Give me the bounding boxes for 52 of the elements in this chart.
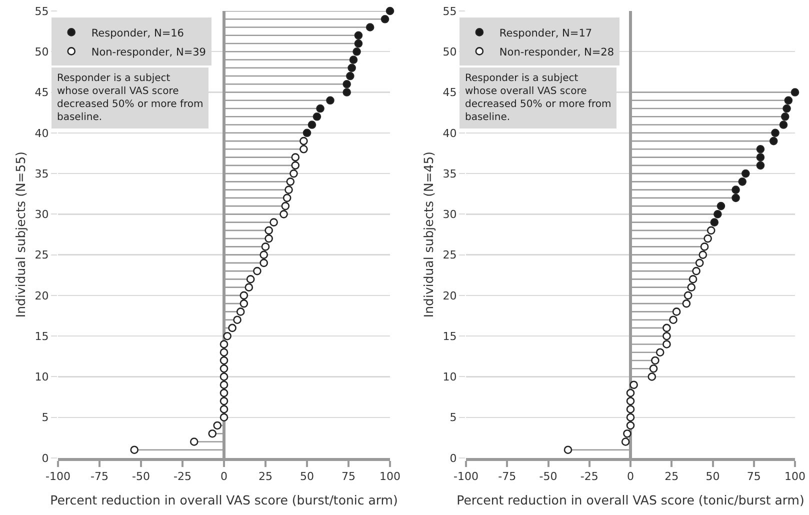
- x-tick-label: 75: [746, 470, 761, 484]
- x-axis-title: Percent reduction in overall VAS score (tonic/burst arm): [456, 492, 804, 508]
- y-tick-label: 40: [442, 126, 457, 140]
- y-axis-title: Individual subjects (N=55): [12, 151, 28, 318]
- y-tick-label: 10: [442, 370, 457, 384]
- x-tick-label: -50: [132, 470, 150, 484]
- y-tick-label: 10: [34, 370, 49, 384]
- x-tick-label: -75: [498, 470, 516, 484]
- y-tick-label: 55: [34, 4, 49, 18]
- x-tick-label: 0: [627, 470, 634, 484]
- x-tick-label: -50: [539, 470, 558, 484]
- y-tick-label: 15: [34, 330, 49, 343]
- x-tick-label: 100: [380, 470, 400, 484]
- y-tick-label: 30: [34, 208, 49, 222]
- x-axis-title: Percent reduction in overall VAS score (burst/tonic arm): [50, 492, 398, 508]
- x-tick-label: 75: [342, 470, 356, 484]
- y-tick-label: 55: [442, 4, 457, 18]
- x-tick-label: -25: [174, 470, 192, 484]
- y-tick-label: 40: [34, 126, 49, 140]
- legend-label: Responder, N=17: [499, 27, 592, 40]
- y-tick-label: 15: [442, 330, 457, 343]
- y-tick-label: 0: [450, 452, 457, 465]
- x-tick-label: 50: [706, 470, 720, 484]
- y-tick-label: 35: [34, 167, 49, 180]
- legend-label: Responder, N=16: [91, 27, 184, 40]
- x-tick-label: 0: [220, 470, 228, 484]
- y-tick-label: 45: [442, 86, 457, 100]
- legend-label: Non-responder, N=28: [499, 46, 614, 58]
- x-tick-label: 25: [258, 470, 272, 484]
- y-tick-label: 50: [442, 45, 457, 58]
- annotation: Responder is a subject whose overall VAS score decreased 50% or more from baseline.: [57, 73, 204, 123]
- x-tick-label: -75: [90, 470, 108, 484]
- y-tick-label: 0: [42, 452, 49, 465]
- y-tick-label: 5: [42, 411, 49, 424]
- annotation: Responder is a subject whose overall VAS score decreased 50% or more from baseline.: [465, 73, 612, 123]
- y-tick-label: 35: [442, 167, 457, 180]
- y-tick-label: 25: [34, 248, 49, 262]
- x-tick-label: 50: [300, 470, 314, 484]
- y-tick-label: 50: [34, 45, 49, 58]
- y-tick-label: 20: [34, 289, 49, 302]
- legend-label: Non-responder, N=39: [91, 46, 206, 58]
- y-tick-label: 25: [442, 248, 457, 262]
- x-tick-label: 100: [784, 470, 806, 484]
- y-axis-title: Individual subjects (N=45): [420, 151, 436, 318]
- y-tick-label: 5: [450, 411, 457, 424]
- x-tick-label: -25: [580, 470, 598, 484]
- y-tick-label: 30: [442, 208, 457, 222]
- y-tick-label: 20: [442, 289, 457, 302]
- x-tick-label: -100: [454, 470, 478, 484]
- x-tick-label: -100: [46, 470, 70, 484]
- y-tick-label: 45: [34, 86, 49, 100]
- x-tick-label: 25: [664, 470, 679, 484]
